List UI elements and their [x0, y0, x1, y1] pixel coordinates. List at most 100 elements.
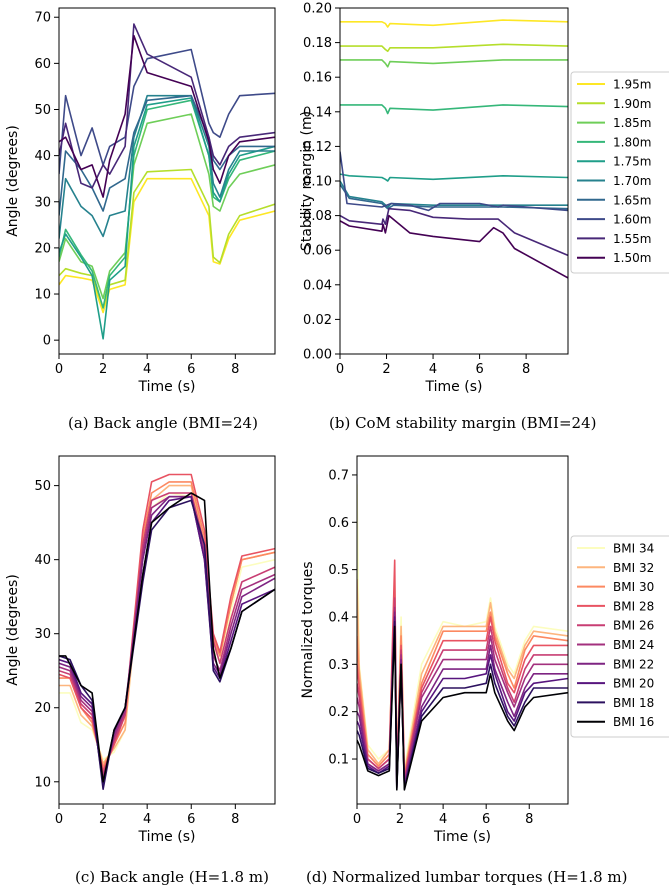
legend-entry: 1.95m	[613, 78, 651, 92]
series-line-c-4	[59, 492, 275, 776]
series-line-a-4	[59, 97, 275, 340]
x-tick-label: 6	[482, 812, 490, 827]
legend-entry: 1.80m	[613, 135, 651, 149]
x-tick-label: 4	[143, 812, 151, 827]
y-tick-label: 20	[34, 701, 51, 716]
y-tick-label: 0.10	[303, 175, 332, 190]
y-tick-label: 0.6	[328, 516, 349, 531]
y-tick-label: 50	[34, 103, 51, 118]
series-line-d-8	[357, 620, 568, 790]
x-axis-label: Time (s)	[433, 829, 491, 845]
legend-entry: BMI 16	[613, 715, 654, 729]
y-tick-label: 50	[34, 479, 51, 494]
x-tick-label: 6	[475, 362, 483, 377]
x-tick-label: 8	[231, 362, 239, 377]
legend-b: 1.95m 1.90m 1.85m 1.80m 1.75m 1.70m 1.65m 1.60m…	[570, 71, 669, 274]
series-line-d-4	[357, 597, 568, 782]
caption-b: (b) CoM stability margin (BMI=24)	[329, 414, 597, 432]
series-line-d-9	[357, 625, 568, 791]
series-line-a-0	[59, 177, 275, 314]
legend-entry: 1.75m	[613, 155, 651, 169]
y-axis-label: Angle (degrees)	[5, 574, 21, 686]
y-tick-label: 70	[34, 11, 51, 26]
y-tick-label: 0.20	[303, 2, 332, 17]
x-tick-label: 8	[522, 362, 530, 377]
y-tick-label: 0.12	[303, 140, 332, 155]
series-line-b-7	[340, 151, 568, 212]
legend-entry: BMI 20	[613, 677, 654, 691]
series-line-c-9	[59, 492, 275, 783]
plot-frame-c	[58, 455, 276, 805]
x-tick-label: 2	[99, 362, 107, 377]
x-tick-label: 4	[143, 362, 151, 377]
series-line-b-6	[340, 184, 568, 210]
y-axis-label: Angle (degrees)	[5, 125, 21, 237]
series-line-d-2	[357, 592, 568, 777]
series-line-b-0	[340, 19, 568, 28]
series-line-d-0	[357, 484, 568, 770]
series-line-b-2	[340, 59, 568, 68]
caption-c: (c) Back angle (H=1.8 m)	[75, 868, 269, 886]
y-tick-label: 0.02	[303, 313, 332, 328]
x-tick-label: 6	[187, 362, 195, 377]
series-line-b-3	[340, 104, 568, 115]
y-tick-label: 10	[34, 775, 51, 790]
caption-a: (a) Back angle (BMI=24)	[68, 414, 258, 432]
x-tick-label: 0	[353, 812, 361, 827]
y-tick-label: 0.5	[328, 563, 349, 578]
x-tick-label: 2	[382, 362, 390, 377]
x-tick-label: 4	[429, 362, 437, 377]
x-tick-label: 8	[231, 812, 239, 827]
y-tick-label: 0.08	[303, 209, 332, 224]
x-axis-label: Time (s)	[138, 829, 196, 845]
caption-d: (d) Normalized lumbar torques (H=1.8 m)	[306, 868, 628, 886]
series-line-c-2	[59, 481, 275, 768]
y-tick-label: 0.7	[328, 468, 349, 483]
y-tick-label: 0.14	[303, 105, 332, 120]
y-tick-label: 0	[43, 334, 51, 349]
legend-entry: BMI 34	[613, 542, 654, 556]
x-axis-label: Time (s)	[425, 379, 483, 395]
x-tick-label: 6	[187, 812, 195, 827]
series-line-a-1	[59, 168, 275, 309]
series-line-c-3	[59, 473, 275, 772]
legend-entry: BMI 18	[613, 696, 654, 710]
y-axis-label: Stability margin (m)	[299, 111, 315, 251]
y-tick-label: 20	[34, 241, 51, 256]
series-line-b-4	[340, 173, 568, 182]
series-line-a-8	[59, 23, 275, 189]
x-axis-label: Time (s)	[138, 379, 196, 395]
series-line-b-1	[340, 43, 568, 53]
legend-entry: BMI 32	[613, 561, 654, 575]
legend-entry: BMI 28	[613, 599, 654, 613]
y-tick-label: 40	[34, 553, 51, 568]
x-tick-label: 2	[396, 812, 404, 827]
y-tick-label: 0.3	[328, 658, 349, 673]
chart-panel-b: 0 2 4 6 8 0.00 0.02 0.04 0.06 0.08 0.10 0.12 0.14 0.1…	[299, 2, 669, 395]
chart-panel-a: 0 2 4 6 8 0 10 20 30 40 50 60 70 Time (s) Angle (degre…	[5, 7, 276, 395]
chart-panel-d: 0 2 4 6 8 0.1 0.2 0.3 0.4 0.5 0.6 0.7 Time (s) Normal…	[300, 455, 669, 845]
legend-entry: 1.65m	[613, 193, 651, 207]
plot-frame-a	[58, 7, 276, 355]
legend-d: BMI 34 BMI 32 BMI 30 BMI 28 BMI 26 BMI 24 BMI …	[570, 535, 669, 738]
series-line-b-8	[340, 207, 568, 257]
legend-entry: 1.60m	[613, 213, 651, 227]
y-tick-label: 10	[34, 288, 51, 303]
legend-entry: BMI 30	[613, 580, 654, 594]
series-line-a-9	[59, 34, 275, 198]
series-line-a-6	[59, 94, 275, 216]
series-line-c-8	[59, 499, 275, 790]
series-line-a-7	[59, 48, 275, 175]
legend-entry: 1.50m	[613, 251, 651, 265]
chart-panel-c: 0 2 4 6 8 10 20 30 40 50 Time (s) Angle (degrees)	[5, 455, 276, 845]
plot-frame-d	[356, 455, 569, 805]
x-tick-label: 8	[525, 812, 533, 827]
y-tick-label: 30	[34, 195, 51, 210]
legend-entry: BMI 22	[613, 657, 654, 671]
x-tick-label: 0	[55, 362, 63, 377]
y-tick-label: 0.06	[303, 244, 332, 259]
y-tick-label: 0.2	[328, 705, 349, 720]
series-line-d-1	[357, 579, 568, 774]
y-tick-label: 0.16	[303, 71, 332, 86]
